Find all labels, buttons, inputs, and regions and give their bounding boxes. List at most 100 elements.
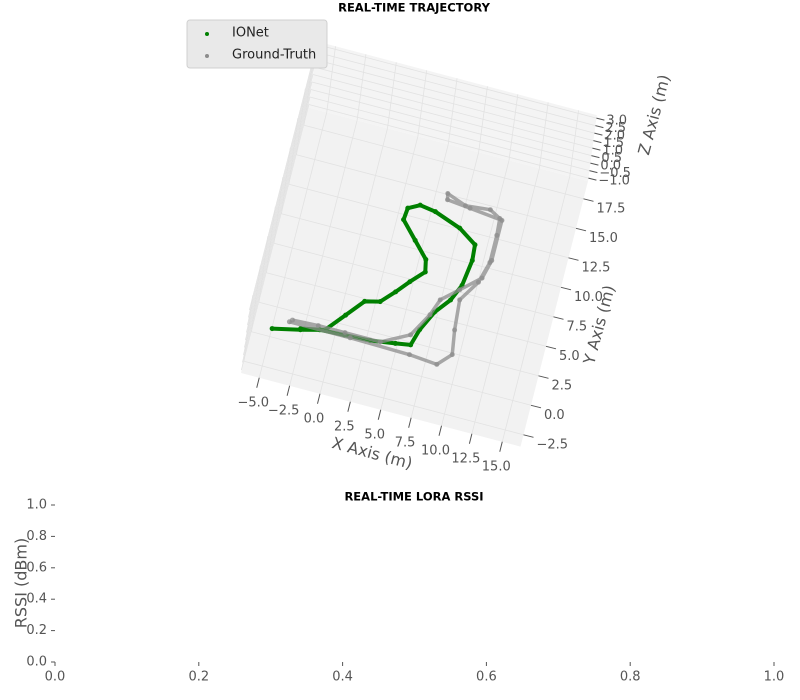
z-tick (588, 177, 597, 181)
trajectory-point (472, 242, 478, 248)
z-tick-label: 3.0 (606, 114, 627, 129)
y-tick (545, 345, 557, 350)
z-tick (592, 147, 601, 151)
axes-2d: 0.0 0.2 0.4 0.6 0.8 1.0 0.0 0.2 0.4 0.6 0.8 1.0 (26, 498, 784, 685)
y-tick (568, 257, 579, 261)
trajectory-point (417, 202, 423, 208)
grid-line (313, 66, 594, 141)
z-axis-label: Z Axis (m) (634, 72, 674, 157)
trajectory-point (449, 352, 455, 358)
trajectory-point (427, 312, 433, 318)
grid-line (296, 154, 577, 229)
z-tick (593, 140, 602, 144)
x-tick (408, 417, 412, 428)
grid-line (245, 74, 314, 341)
x-tick-label: 0.2 (188, 670, 209, 685)
grid-line (241, 104, 310, 371)
z-tick (596, 117, 605, 121)
legend-frame (186, 19, 328, 69)
trajectory-point (432, 209, 438, 215)
x-tick-label: −5.0 (237, 395, 269, 410)
grid-line (288, 183, 569, 259)
trajectory-point (445, 197, 451, 203)
y-tick-label: 17.5 (597, 201, 626, 216)
y-tick-label: 2.5 (552, 378, 573, 393)
y-tick-label: 0.0 (544, 408, 565, 423)
z-tick-label: 2.5 (605, 121, 626, 136)
z-tick (589, 170, 598, 174)
legend-label: IONet (232, 26, 269, 41)
trajectory-point (452, 327, 458, 333)
y-axis-label: RSSI (dBm) (12, 538, 31, 628)
x-tick-label: −2.5 (268, 403, 300, 418)
legend-marker (205, 32, 209, 36)
grid-line (266, 272, 547, 347)
x-tick (468, 433, 473, 444)
x-tick-label: 0.0 (304, 411, 325, 426)
trajectory-point (494, 232, 500, 238)
grid-line (258, 112, 328, 378)
trajectory-point (499, 217, 505, 223)
z-tick-label: 1.0 (602, 144, 623, 159)
x-tick-label: 10.0 (421, 443, 450, 458)
x-tick-label: 0.6 (476, 670, 497, 685)
x-tick-label: 12.5 (451, 451, 480, 466)
y-tick-label: 5.0 (559, 349, 580, 364)
x-tick-label: 1.0 (764, 670, 785, 685)
y-tick-label: −2.5 (537, 437, 569, 452)
grid-line (410, 152, 480, 418)
grid-line (243, 89, 312, 356)
grid-line (244, 81, 313, 348)
grid-line (289, 120, 358, 386)
x-tick-label: 0.4 (332, 670, 353, 685)
legend-label: Ground-Truth (232, 48, 316, 63)
trajectory-point (377, 299, 383, 305)
y-tick (560, 286, 572, 291)
trajectory-point (457, 297, 463, 303)
y-tick-label: 15.0 (589, 231, 618, 246)
legend-marker (205, 54, 209, 58)
z-tick (594, 132, 603, 136)
trajectory-point (408, 342, 414, 348)
trajectory-point (487, 207, 493, 213)
y-tick (530, 404, 542, 409)
y-tick (583, 198, 594, 202)
trajectory-point (405, 205, 411, 211)
y-tick-label: 0.6 (26, 560, 47, 575)
grid-line (314, 59, 595, 134)
y-tick (553, 316, 564, 320)
grid-line (247, 59, 316, 326)
trajectory-point (392, 340, 398, 346)
z-tick (595, 125, 604, 129)
y-tick (523, 434, 534, 438)
axes-3d: −5.0−2.50.02.55.07.510.012.515.0−2.50.02… (237, 41, 631, 474)
grid-line (316, 44, 597, 119)
trajectory-point (448, 297, 454, 303)
trajectory-point (434, 361, 440, 367)
grid-line (249, 44, 318, 311)
grid-line (310, 89, 591, 164)
grid-line (242, 96, 311, 363)
grid-line (501, 176, 571, 442)
legend: IONet Ground-Truth (186, 19, 328, 69)
x-tick (317, 393, 321, 404)
trajectory-point (445, 191, 451, 197)
x-tick-label: 15.0 (482, 459, 511, 474)
y-tick-label: 0.2 (26, 623, 47, 638)
grid-line (315, 51, 596, 126)
trajectory-point (475, 279, 481, 285)
y-tick (575, 227, 587, 232)
trajectory-point (412, 237, 418, 243)
x-tick (286, 385, 291, 396)
grid-line (441, 160, 510, 426)
trajectory-point (362, 298, 368, 304)
trajectory-point (298, 326, 304, 332)
y-tick-label: 7.5 (567, 319, 588, 334)
trajectory-point (377, 339, 383, 345)
y-tick-label: 0.0 (26, 655, 47, 670)
z-tick (591, 155, 600, 159)
grid-line (319, 128, 388, 394)
y-tick-label: 0.4 (26, 592, 47, 607)
trajectory-point (406, 352, 412, 358)
